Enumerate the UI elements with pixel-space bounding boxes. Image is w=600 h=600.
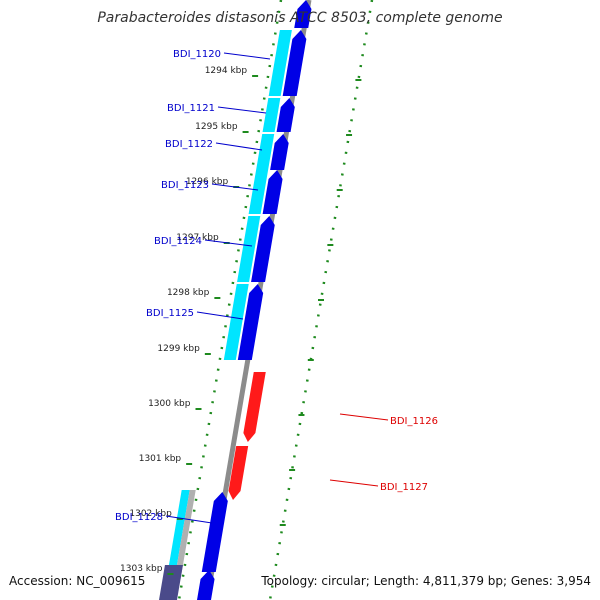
label-leader-line xyxy=(217,106,267,114)
gene-label: BDI_1122 xyxy=(165,139,213,150)
inner-dotted-line xyxy=(177,0,283,600)
cds-block xyxy=(237,216,261,282)
cds-block xyxy=(262,98,281,132)
scale-tick-label: 1303 kbp xyxy=(120,564,163,574)
scale-ticks: 1294 kbp 1295 kbp 1296 kbp 1297 kbp 1298 kbp… xyxy=(120,66,362,575)
scale-tick-label: 1301 kbp xyxy=(139,454,182,464)
gene-arrow xyxy=(276,98,295,132)
label-leader-line xyxy=(211,183,259,191)
gene-arrow xyxy=(243,372,266,442)
scale-tick-label: 1297 kbp xyxy=(176,233,219,243)
gene-label: BDI_1120 xyxy=(173,49,221,60)
scale-tick-label: 1298 kbp xyxy=(167,288,210,298)
scale-tick-label: 1296 kbp xyxy=(186,177,229,187)
gene-label: BDI_1124 xyxy=(154,236,202,247)
scale-tick-label: 1300 kbp xyxy=(148,399,191,409)
gene-arrow xyxy=(294,0,312,28)
scale-tick-label: 1302 kbp xyxy=(129,509,172,519)
label-leader-line xyxy=(204,239,253,247)
gene-arrow xyxy=(228,446,249,500)
label-leader-line xyxy=(329,479,379,487)
gene-arrow xyxy=(197,570,215,600)
gene-arrow xyxy=(251,216,275,282)
dotted-guide-lines xyxy=(177,0,374,600)
label-leader-line xyxy=(215,142,263,151)
gene-arrow xyxy=(201,492,228,572)
gene-label: BDI_1128 xyxy=(115,512,163,523)
scale-tick-label: 1299 kbp xyxy=(157,344,200,354)
cds-block xyxy=(223,284,249,360)
cds-block xyxy=(248,134,275,214)
gene-labels: BDI_1120 BDI_1121 BDI_1122 BDI_1123 BDI_1124… xyxy=(115,49,438,524)
gene-arrow xyxy=(237,284,264,360)
label-leader-line xyxy=(165,515,213,524)
label-leader-line xyxy=(223,52,271,60)
cds-block xyxy=(268,30,292,96)
accession-text: Accession: NC_009615 xyxy=(9,574,146,588)
gene-label: BDI_1123 xyxy=(161,180,209,191)
cds-block xyxy=(166,490,190,580)
gene-track xyxy=(197,0,312,600)
genome-summary-text: Topology: circular; Length: 4,811,379 bp… xyxy=(261,574,591,588)
cds-track xyxy=(159,30,292,600)
gene-label: BDI_1127 xyxy=(380,482,428,493)
gene-label: BDI_1125 xyxy=(146,308,194,319)
label-leader-line xyxy=(196,311,244,320)
gene-arrow xyxy=(262,170,283,214)
map-title: Parabacteroides distasonis ATCC 8503, co… xyxy=(97,10,503,26)
gene-label: BDI_1121 xyxy=(167,103,215,114)
outer-dotted-line xyxy=(268,0,374,600)
scale-tick-label: 1294 kbp xyxy=(205,66,248,76)
cds-block xyxy=(159,565,183,600)
gene-arrow xyxy=(270,134,289,170)
gene-label: BDI_1126 xyxy=(390,416,438,427)
cds-block xyxy=(174,490,196,580)
gene-arrow xyxy=(282,30,307,96)
label-leader-line xyxy=(339,413,389,421)
scale-tick-label: 1295 kbp xyxy=(195,122,238,132)
